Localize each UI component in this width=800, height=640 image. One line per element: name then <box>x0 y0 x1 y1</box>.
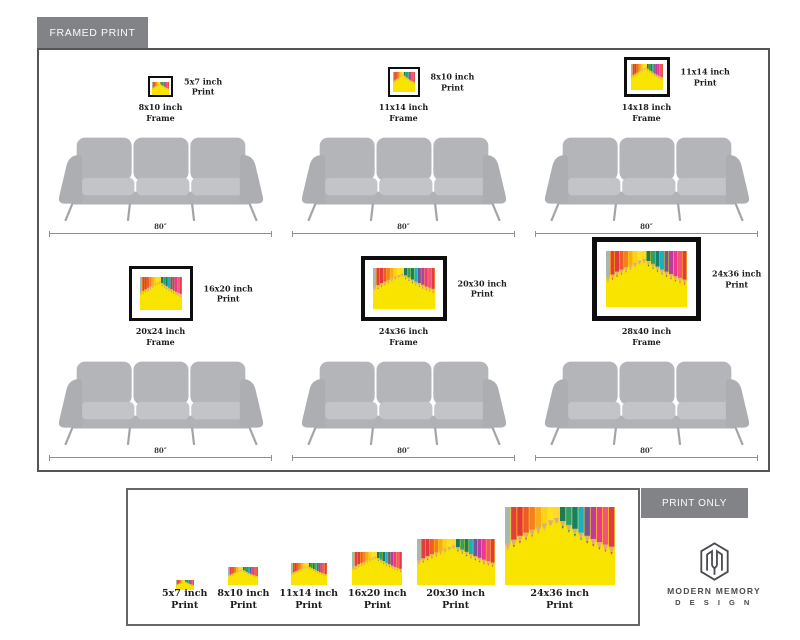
print-only-item: 24x36 inch Print <box>504 507 615 612</box>
dimension-line <box>49 231 272 237</box>
print-size-label: 11x14 inch Print <box>680 66 730 88</box>
sofa-image <box>537 357 757 445</box>
pencil-print-image <box>606 251 687 308</box>
dimension-line <box>535 231 758 237</box>
pencil-print-image <box>290 563 327 585</box>
sofa-image <box>51 357 271 445</box>
sofa-width-dimension: 80″ <box>535 447 758 461</box>
framed-print-panel: 5x7 inch Print 8x10 inch Frame <box>37 48 770 472</box>
scene-framed-20x30: 20x30 inch Print 24x36 inch Frame <box>282 240 525 464</box>
pencil-print-image <box>372 268 435 310</box>
pencil-print-image <box>152 80 169 96</box>
print-only-tab: PRINT ONLY <box>641 488 748 518</box>
print-size-label: 16x20 inch Print <box>203 283 253 304</box>
frame-size-label: 8x10 inch Frame <box>138 102 183 123</box>
frame-size-label: 24x36 inch Frame <box>378 326 429 347</box>
dimension-line <box>49 455 272 461</box>
sofa-image <box>294 133 514 221</box>
sofa-image <box>294 357 514 445</box>
frame-size-label: 20x24 inch Frame <box>135 326 186 347</box>
pencil-print-image <box>175 575 194 590</box>
frame-size-label: 11x14 inch Frame <box>378 102 429 123</box>
print-only-item: 11x14 inch Print <box>279 563 338 612</box>
framed-print-thumbnail <box>128 266 193 322</box>
scene-framed-8x10: 8x10 inch Print 11x14 inch Frame <box>282 50 525 240</box>
pencil-print-image <box>139 277 182 311</box>
logo-name: MODERN MEMORY <box>667 586 761 596</box>
logo-hexagon-icon <box>699 542 729 581</box>
framed-print-thumbnail <box>148 76 173 98</box>
pencil-print-image <box>504 507 615 585</box>
sofa-width-dimension: 80″ <box>292 223 515 237</box>
framed-print-thumbnail <box>592 237 701 322</box>
sofa-width-dimension: 80″ <box>49 447 272 461</box>
dimension-line <box>535 455 758 461</box>
sofa-width-dimension: 80″ <box>535 223 758 237</box>
print-size-label: 8x10 inch Print <box>217 588 270 611</box>
dimension-line <box>292 231 515 237</box>
framed-print-thumbnail <box>360 256 447 322</box>
scene-framed-11x14: 11x14 inch Print 14x18 inch Frame <box>525 50 768 240</box>
print-size-row: 5x7 inch Print 8x10 inch Print 11x14 inc… <box>162 507 634 612</box>
sofa-width-dimension: 80″ <box>292 447 515 461</box>
print-only-item: 5x7 inch Print <box>162 575 207 612</box>
framed-print-thumbnail <box>623 57 670 98</box>
print-size-label: 20x30 inch Print <box>457 278 507 299</box>
dimension-line <box>292 455 515 461</box>
print-only-item: 20x30 inch Print <box>416 539 495 612</box>
framed-print-thumbnail <box>387 67 420 98</box>
pencil-print-image <box>392 72 415 93</box>
print-size-label: 5x7 inch Print <box>184 76 223 97</box>
print-size-label: 11x14 inch Print <box>279 588 339 611</box>
sofa-image <box>51 133 271 221</box>
pencil-print-image <box>630 64 663 91</box>
print-size-label: 24x36 inch Print <box>530 588 589 611</box>
pencil-print-image <box>228 567 259 585</box>
print-size-label: 24x36 inch Print <box>712 268 762 290</box>
scene-framed-16x20: 16x20 inch Print 20x24 inch Frame <box>39 240 282 464</box>
frame-size-label: 14x18 inch Frame <box>621 102 672 123</box>
scene-framed-24x36: 24x36 inch Print 28x40 inch Frame <box>525 237 768 464</box>
scene-framed-5x7: 5x7 inch Print 8x10 inch Frame <box>39 50 282 240</box>
sofa-width-dimension: 80″ <box>49 223 272 237</box>
brand-logo: MODERN MEMORY D E S I G N <box>652 541 776 607</box>
sofa-image <box>537 133 757 221</box>
pencil-print-image <box>352 552 403 585</box>
print-only-panel: 5x7 inch Print 8x10 inch Print 11x14 inc… <box>126 488 640 626</box>
print-only-item: 8x10 inch Print <box>217 567 269 612</box>
pencil-print-image <box>416 539 495 585</box>
print-size-label: 16x20 inch Print <box>348 588 407 611</box>
print-size-label: 8x10 inch Print <box>430 71 475 93</box>
print-size-label: 5x7 inch Print <box>162 588 208 611</box>
logo-subname: D E S I G N <box>675 598 753 607</box>
framed-print-tab: FRAMED PRINT <box>37 17 148 48</box>
frame-size-label: 28x40 inch Frame <box>621 326 672 347</box>
print-size-label: 20x30 inch Print <box>426 588 485 611</box>
print-only-item: 16x20 inch Print <box>348 552 407 612</box>
